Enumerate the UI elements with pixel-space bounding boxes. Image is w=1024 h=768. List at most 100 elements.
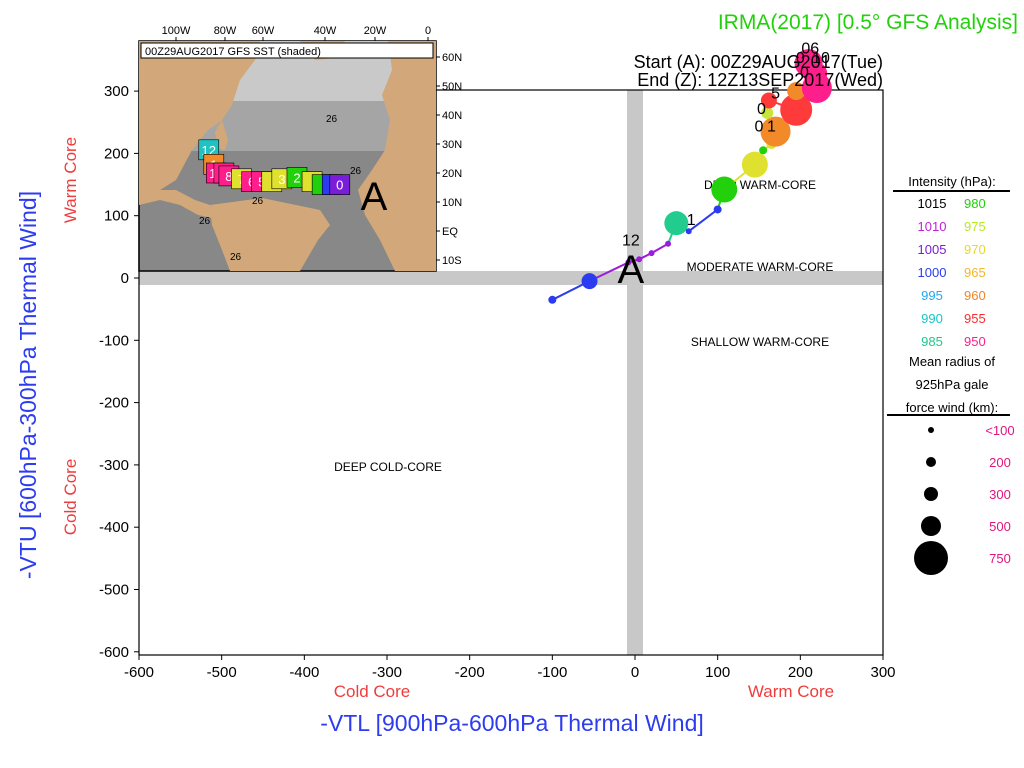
radius-legend-dot [921, 516, 941, 536]
intensity-legend-entry: 980 [964, 196, 986, 211]
x-tick-label: -300 [372, 664, 402, 681]
track-point [636, 256, 643, 263]
land-central-america [139, 190, 212, 218]
x-axis-title: -VTL [900hPa-600hPa Thermal Wind] [320, 710, 704, 736]
track-time-label: 0 [796, 50, 805, 67]
track-point [713, 205, 722, 214]
inset-title-box [140, 42, 434, 59]
intensity-legend-entry: 965 [964, 265, 986, 280]
track-time-label: 1 [767, 119, 776, 136]
plot-area: -600 -500 -400 -300 -200 -100 0 100 200 300300200… [99, 41, 896, 681]
start-time-label: Start (A): 00Z29AUG2017(Tue) [634, 52, 883, 72]
y-tick-label: 100 [104, 208, 129, 225]
sst-inset-map: 00Z29AUG2017 GFS SST (shaded) 26 26 26 26 26 1… [138, 25, 462, 272]
intensity-legend-entry: 950 [964, 334, 986, 349]
track-time-label: 12 [622, 233, 640, 250]
track-time-label: 0 [757, 101, 766, 118]
inset-lat-label: 50N [442, 81, 462, 93]
land-north-america [139, 41, 260, 190]
intensity-legend-entry: 1010 [918, 219, 947, 234]
radius-legend-dot [928, 427, 934, 433]
y-tick-label: -500 [99, 582, 129, 599]
track-point [787, 82, 806, 101]
radius-legend-dot [926, 457, 936, 467]
radius-legend-label: 750 [989, 551, 1011, 566]
track-point [548, 295, 557, 304]
x-tick-label: 200 [788, 664, 813, 681]
x-tick-label: -400 [289, 664, 319, 681]
land-south-america [210, 198, 330, 271]
inset-lat-label: 10N [442, 197, 462, 209]
x-tick-label: -200 [455, 664, 485, 681]
track-time-label: 5 [771, 86, 780, 103]
track-point [665, 240, 672, 247]
x-cold-core-label: Cold Core [334, 682, 411, 701]
y-tick-label: 300 [104, 83, 129, 100]
track-time-label: 1 [687, 212, 696, 229]
chart-title: IRMA(2017) [0.5° GFS Analysis] [718, 11, 1018, 34]
radius-legend-label: <100 [985, 423, 1014, 438]
x-tick-label: -100 [537, 664, 567, 681]
inset-lon-label: 20W [364, 25, 387, 37]
intensity-legend-entry: 990 [921, 311, 943, 326]
inset-lat-label: EQ [442, 226, 458, 238]
track-point [648, 250, 655, 257]
y-cold-core-label: Cold Core [61, 459, 80, 536]
track-point [664, 211, 689, 236]
track-point [760, 116, 791, 147]
x-tick-label: -500 [207, 664, 237, 681]
region-shallow-warm-core: SHALLOW WARM-CORE [691, 335, 829, 349]
y-tick-label: -400 [99, 519, 129, 536]
inset-title: 00Z29AUG2017 GFS SST (shaded) [145, 46, 321, 58]
y-axis-title: -VTU [600hPa-300hPa Thermal Wind] [15, 191, 41, 579]
intensity-legend-entry: 1015 [918, 196, 947, 211]
chart-text: IRMA(2017) [0.5° GFS Analysis] Start (A):… [15, 11, 1018, 736]
sst-contour-label: 26 [350, 166, 362, 177]
y-warm-core-label: Warm Core [61, 137, 80, 223]
sst-contour-label: 26 [199, 216, 211, 227]
track-segment [688, 208, 719, 233]
inset-lon-label: 0 [425, 25, 431, 37]
inset-lon-label: 100W [162, 25, 191, 37]
y-tick-label: -300 [99, 457, 129, 474]
track-point [760, 92, 777, 109]
track-point [794, 49, 823, 78]
intensity-legend-entry: 995 [921, 288, 943, 303]
inset-lat-label: 20N [442, 168, 462, 180]
x-tick-label: 300 [870, 664, 895, 681]
x-warm-core-label: Warm Core [748, 682, 834, 701]
track-point [780, 93, 813, 126]
plot-frame [138, 89, 884, 656]
inset-lat-label: 10S [442, 255, 462, 267]
intensity-legend-entry: 960 [964, 288, 986, 303]
track-box-label: 8 [225, 169, 232, 184]
y-tick-label: 0 [121, 270, 129, 287]
inset-lat-label: 40N [442, 110, 462, 122]
track-time-label: 0 [800, 64, 809, 81]
y-tick-label: 200 [104, 145, 129, 162]
intensity-legend-entry: 970 [964, 242, 986, 257]
start-marker-a: A [618, 248, 645, 292]
zero-band-vertical [627, 90, 643, 655]
inset-lon-label: 60W [252, 25, 275, 37]
track-point [625, 259, 632, 266]
radius-legend-dot [924, 487, 938, 501]
region-deep-cold-core: DEEP COLD-CORE [334, 460, 442, 474]
inset-start-marker-a: A [361, 175, 388, 219]
intensity-legend-entry: 955 [964, 311, 986, 326]
intensity-legend-title: Intensity (hPa): [908, 174, 995, 189]
intensity-legend-entry: 1005 [918, 242, 947, 257]
track-time-label: 06 [801, 41, 819, 58]
inset-lat-label: 30N [442, 139, 462, 151]
x-tick-label: 100 [705, 664, 730, 681]
radius-legend-title: force wind (km): [906, 400, 998, 415]
track-point [685, 228, 692, 235]
y-tick-label: -100 [99, 332, 129, 349]
track-time-label: 0 [755, 119, 764, 136]
y-tick-label: -200 [99, 395, 129, 412]
x-tick-label: 0 [631, 664, 639, 681]
radius-legend-dot [914, 541, 948, 575]
intensity-legend-entry: 985 [921, 334, 943, 349]
sst-contour-label: 26 [230, 252, 242, 263]
